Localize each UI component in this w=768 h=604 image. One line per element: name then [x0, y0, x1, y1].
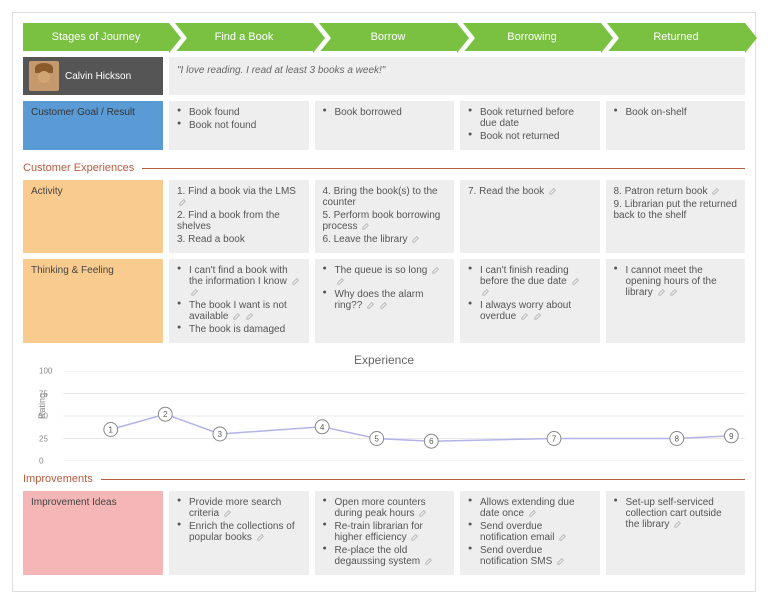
journey-map: Stages of Journey Find a Book Borrow Bor… — [12, 12, 756, 592]
thinking-row: Thinking & Feeling I can't find a book w… — [23, 259, 745, 343]
thinking-column: I can't find a book with the information… — [169, 259, 309, 343]
line-chart-svg: 1 2 3 4 5 6 7 8 9 — [63, 371, 745, 461]
activity-column: 8. Patron return book 9. Librarian put t… — [606, 180, 746, 253]
section-experiences: Customer Experiences — [23, 162, 745, 174]
improvement-item: Provide more search criteria — [177, 497, 301, 519]
goal-item: Book borrowed — [323, 107, 447, 118]
ytick-label: 100 — [39, 367, 52, 376]
thinking-item: The book is damaged — [177, 324, 301, 335]
improvement-columns: Provide more search criteria Enrich the … — [169, 491, 745, 575]
improvement-column: Provide more search criteria Enrich the … — [169, 491, 309, 575]
improvement-item: Send overdue notification email — [468, 521, 592, 543]
section-improvements: Improvements — [23, 473, 745, 485]
activity-column: 1. Find a book via the LMS 2. Find a boo… — [169, 180, 309, 253]
thinking-item: I always worry about overdue — [468, 300, 592, 322]
improvement-item: Enrich the collections of popular books — [177, 521, 301, 543]
improvement-column: Set-up self-serviced collection cart out… — [606, 491, 746, 575]
thinking-item: The book I want is not available — [177, 300, 301, 322]
activity-item: 9. Librarian put the returned back to th… — [614, 199, 738, 221]
divider-line — [101, 479, 745, 480]
divider-line — [142, 168, 745, 169]
activity-item: 7. Read the book — [468, 186, 592, 197]
activity-label: Activity — [23, 180, 163, 253]
thinking-columns: I can't find a book with the information… — [169, 259, 745, 343]
improvement-column: Open more counters during peak hours Re-… — [315, 491, 455, 575]
improvement-item: Allows extending due date once — [468, 497, 592, 519]
thinking-column: I can't finish reading before the due da… — [460, 259, 600, 343]
stage-borrow: Borrow — [319, 23, 457, 51]
ytick-label: 75 — [39, 389, 48, 398]
activity-item: 2. Find a book from the shelves — [177, 210, 301, 232]
goal-item: Book not returned — [468, 131, 592, 142]
thinking-item: Why does the alarm ring?? — [323, 289, 447, 311]
improvement-item: Re-place the old degaussing system — [323, 545, 447, 567]
stage-returned: Returned — [607, 23, 745, 51]
improvement-label: Improvement Ideas — [23, 491, 163, 575]
svg-text:2: 2 — [163, 410, 168, 419]
stages-label: Stages of Journey — [23, 23, 169, 51]
svg-text:6: 6 — [429, 437, 434, 446]
activity-column: 4. Bring the book(s) to the counter5. Pe… — [315, 180, 455, 253]
stage-find: Find a Book — [175, 23, 313, 51]
goal-item: Book not found — [177, 120, 301, 131]
thinking-item: The queue is so long — [323, 265, 447, 287]
activity-item: 5. Perform book borrowing process — [323, 210, 447, 232]
improvement-column: Allows extending due date once Send over… — [460, 491, 600, 575]
goal-column: Book on-shelf — [606, 101, 746, 150]
svg-text:4: 4 — [320, 423, 325, 432]
goal-column: Book borrowed — [315, 101, 455, 150]
activity-row: Activity 1. Find a book via the LMS 2. F… — [23, 180, 745, 253]
svg-text:1: 1 — [109, 425, 114, 434]
improvement-item: Set-up self-serviced collection cart out… — [614, 497, 738, 530]
avatar — [29, 61, 59, 91]
thinking-label: Thinking & Feeling — [23, 259, 163, 343]
goal-item: Book found — [177, 107, 301, 118]
ytick-label: 50 — [39, 412, 48, 421]
experience-chart: Experience Rating 0255075100 123456789 — [23, 353, 745, 461]
activity-item: 3. Read a book — [177, 234, 301, 245]
svg-text:7: 7 — [552, 434, 557, 443]
improvement-row: Improvement Ideas Provide more search cr… — [23, 491, 745, 575]
chart-area: Rating 0255075100 123456789 — [63, 371, 745, 461]
persona-cell: Calvin Hickson — [23, 57, 163, 95]
goal-columns: Book found Book not found Book borrowed Boo… — [169, 101, 745, 150]
goal-column: Book found Book not found — [169, 101, 309, 150]
section-experiences-label: Customer Experiences — [23, 162, 134, 174]
activity-column: 7. Read the book — [460, 180, 600, 253]
thinking-item: I can't find a book with the information… — [177, 265, 301, 298]
persona-name: Calvin Hickson — [65, 71, 131, 82]
svg-text:8: 8 — [675, 434, 680, 443]
thinking-item: I can't finish reading before the due da… — [468, 265, 592, 298]
section-improvements-label: Improvements — [23, 473, 93, 485]
goal-row: Customer Goal / Result Book found Book no… — [23, 101, 745, 150]
activity-item: 1. Find a book via the LMS — [177, 186, 301, 208]
goal-item: Book returned before due date — [468, 107, 592, 129]
goal-label: Customer Goal / Result — [23, 101, 163, 150]
persona-row: Calvin Hickson "I love reading. I read a… — [23, 57, 745, 95]
ytick-label: 25 — [39, 434, 48, 443]
activity-item: 6. Leave the library — [323, 234, 447, 245]
activity-item: 8. Patron return book — [614, 186, 738, 197]
thinking-item: I cannot meet the opening hours of the l… — [614, 265, 738, 298]
improvement-item: Open more counters during peak hours — [323, 497, 447, 519]
stage-header-row: Stages of Journey Find a Book Borrow Bor… — [23, 23, 745, 51]
stage-borrowing: Borrowing — [463, 23, 601, 51]
chart-title: Experience — [23, 353, 745, 367]
svg-text:5: 5 — [375, 434, 380, 443]
thinking-column: I cannot meet the opening hours of the l… — [606, 259, 746, 343]
improvement-item: Send overdue notification SMS — [468, 545, 592, 567]
persona-quote: "I love reading. I read at least 3 books… — [169, 57, 745, 95]
svg-text:9: 9 — [729, 432, 734, 441]
activity-columns: 1. Find a book via the LMS 2. Find a boo… — [169, 180, 745, 253]
activity-item: 4. Bring the book(s) to the counter — [323, 186, 447, 208]
improvement-item: Re-train librarian for higher efficiency — [323, 521, 447, 543]
svg-text:3: 3 — [218, 430, 223, 439]
goal-column: Book returned before due date Book not re… — [460, 101, 600, 150]
goal-item: Book on-shelf — [614, 107, 738, 118]
thinking-column: The queue is so long Why does the alarm … — [315, 259, 455, 343]
ytick-label: 0 — [39, 457, 43, 466]
